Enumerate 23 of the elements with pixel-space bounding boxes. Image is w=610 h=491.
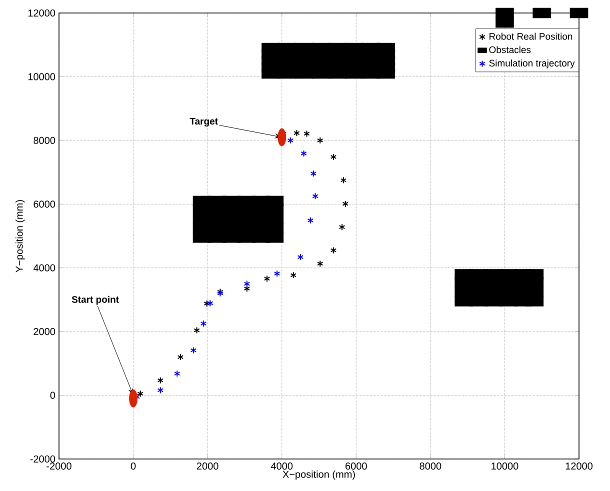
- y-tick-label: 6000: [34, 200, 56, 208]
- y-tick-label: 12000: [28, 9, 56, 17]
- x-axis-title: X−position (mm): [282, 470, 355, 480]
- x-tick-label: -2000: [46, 462, 72, 470]
- x-tick-label: 6000: [346, 462, 367, 470]
- y-tick-label: 8000: [34, 136, 56, 144]
- x-tick-label: 2000: [196, 462, 218, 470]
- legend-label: Obstacles: [489, 46, 531, 54]
- x-tick-label: 0: [130, 462, 136, 470]
- x-tick-label: 12000: [566, 462, 593, 470]
- y-axis-title: Y−position (mm): [15, 200, 25, 272]
- y-tick-label: -2000: [30, 455, 56, 463]
- y-tick-label: 10000: [28, 73, 56, 80]
- legend-label: Simulation trajectory: [489, 60, 575, 68]
- x-tick-label: 8000: [420, 462, 442, 470]
- annotation: Start point: [72, 296, 119, 305]
- x-tick-label: 10000: [492, 462, 518, 470]
- legend-label: Robot Real Position: [490, 32, 572, 40]
- y-tick-label: 4000: [33, 264, 56, 272]
- annotation: Target: [190, 118, 218, 127]
- y-tick-label: 2000: [34, 328, 56, 336]
- y-tick-label: 0: [50, 392, 56, 399]
- x-tick-label: 4000: [270, 462, 293, 470]
